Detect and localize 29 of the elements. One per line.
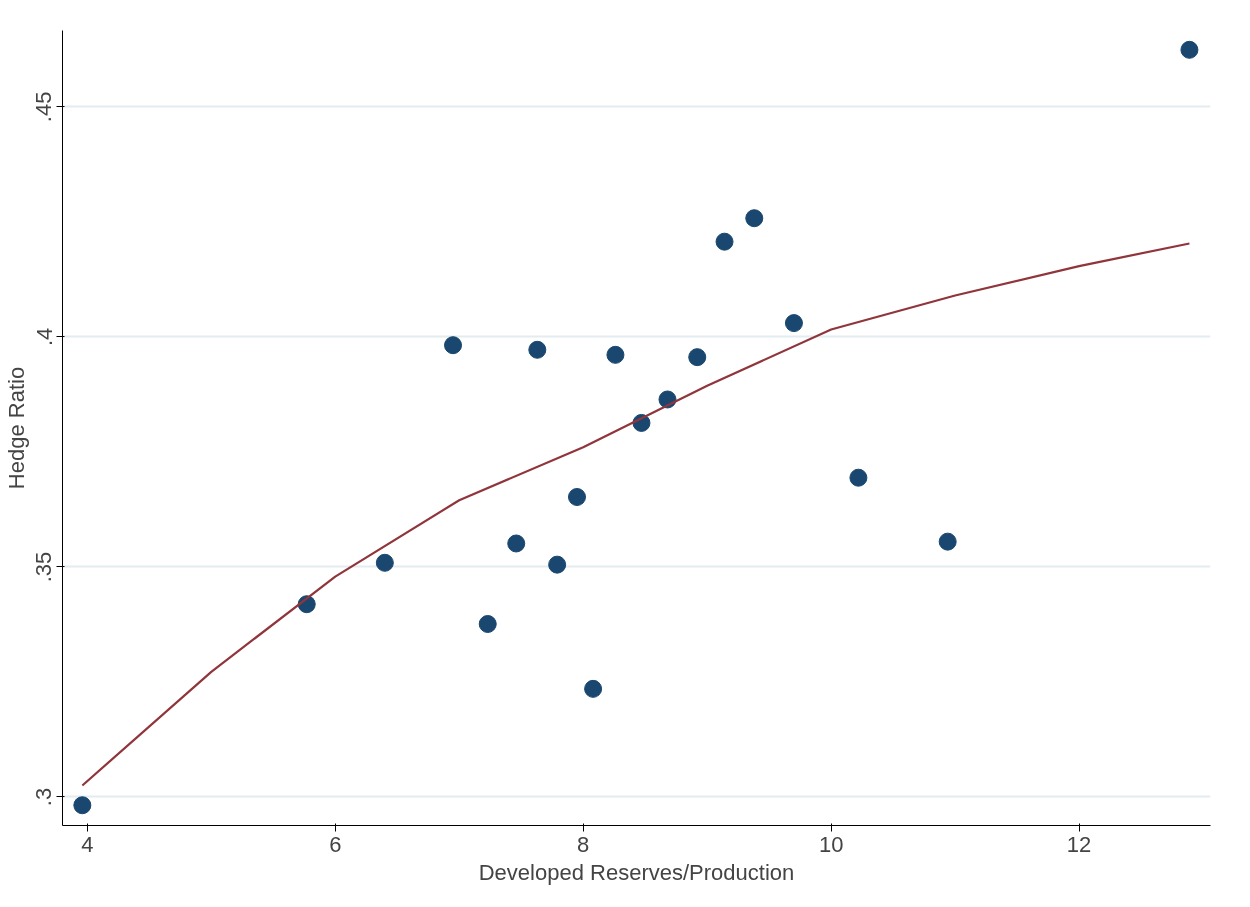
y-tick-label: .4 [31, 327, 57, 347]
y-tick-label: .35 [31, 551, 57, 583]
point [567, 488, 586, 506]
point [849, 468, 868, 487]
y-tick-label: .3 [31, 787, 57, 807]
point [528, 340, 547, 359]
point [1180, 40, 1199, 59]
y-tick-label: .45 [31, 91, 57, 123]
x-tick-label: 12 [1066, 831, 1092, 857]
point [375, 553, 394, 572]
point [745, 209, 764, 228]
point [548, 555, 567, 574]
x-tick-label: 10 [818, 831, 844, 857]
line-series [81, 242, 1191, 787]
y-axis-title: Hedge Ratio [3, 366, 29, 490]
point [938, 532, 957, 551]
x-tick-label: 4 [81, 831, 94, 857]
x-tick-label: 8 [577, 831, 590, 857]
point [478, 615, 497, 633]
point [444, 336, 463, 355]
point [688, 348, 707, 367]
point [507, 534, 526, 553]
x-tick-label: 6 [329, 831, 342, 857]
point [784, 314, 803, 333]
x-axis-title: Developed Reserves/Production [478, 859, 795, 885]
point [606, 345, 625, 364]
point [584, 679, 603, 698]
point [73, 796, 92, 815]
point [715, 232, 734, 251]
